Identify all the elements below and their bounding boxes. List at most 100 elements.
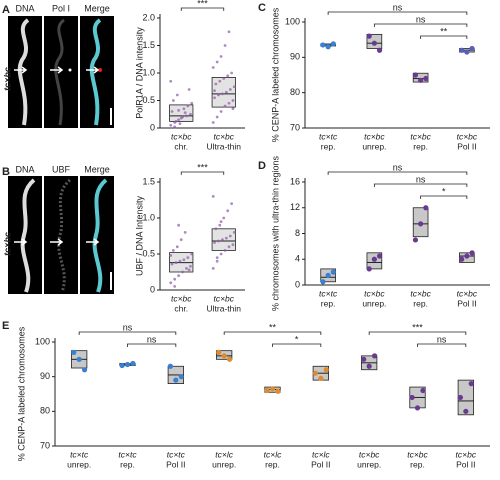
x-tick-label: rep. xyxy=(120,459,135,469)
data-point xyxy=(186,256,190,259)
x-tick-label: tc×bc xyxy=(364,288,385,298)
x-tick-label: Ultra-thin xyxy=(207,141,242,151)
data-point xyxy=(231,243,235,247)
data-point xyxy=(376,253,383,259)
x-tick-label: tc×lc xyxy=(312,449,330,459)
data-point xyxy=(213,89,216,92)
data-point xyxy=(177,274,181,277)
y-tick-label: 0.5 xyxy=(142,248,155,258)
panel-letter: C xyxy=(258,2,266,14)
data-point xyxy=(179,238,183,242)
data-point xyxy=(264,387,270,394)
y-tick-label: 0 xyxy=(295,279,300,289)
data-point xyxy=(170,110,174,113)
data-point xyxy=(226,209,230,213)
significance-label: *** xyxy=(197,0,208,8)
data-point xyxy=(230,71,234,75)
x-tick-label: tc×bc xyxy=(457,131,478,141)
specimen-label: tc×bc xyxy=(2,67,12,91)
x-tick-label: unrep. xyxy=(67,459,91,469)
x-tick-label: tc×bc xyxy=(213,131,234,141)
y-tick-label: 12 xyxy=(290,202,300,212)
y-tick-label: 70 xyxy=(290,122,300,132)
data-point xyxy=(423,75,429,82)
x-tick-label: tc×bc xyxy=(456,449,477,459)
data-point xyxy=(223,249,227,252)
arrows xyxy=(14,66,100,74)
y-tick-label: 8 xyxy=(295,228,300,238)
data-point xyxy=(318,375,324,381)
significance-label: * xyxy=(295,334,299,344)
image-label: DNA xyxy=(15,164,34,174)
data-point xyxy=(228,88,232,91)
significance-bracket xyxy=(420,195,468,199)
data-point xyxy=(371,40,377,46)
data-point xyxy=(330,269,336,275)
chromosome xyxy=(57,178,72,293)
y-axis-label: % CENP-A labeled chromosomes xyxy=(16,326,26,461)
panel-letter: E xyxy=(2,320,9,332)
box xyxy=(211,77,236,108)
y-tick-label: 0 xyxy=(150,284,155,294)
significance-label: ns xyxy=(393,2,403,12)
significance-label: *** xyxy=(412,322,423,332)
data-point xyxy=(231,99,235,102)
data-point xyxy=(182,107,186,111)
data-point xyxy=(231,107,235,111)
image-label: DNA xyxy=(15,3,34,13)
y-tick-label: 100 xyxy=(35,336,50,346)
significance-label: ns xyxy=(123,322,133,332)
x-tick-label: unrep. xyxy=(362,298,386,308)
y-tick-label: 1.5 xyxy=(142,40,155,50)
data-point xyxy=(211,121,215,124)
data-point xyxy=(366,363,372,369)
signal xyxy=(68,68,72,72)
significance-bracket xyxy=(127,343,177,347)
data-point xyxy=(218,79,222,83)
data-point xyxy=(171,249,175,252)
data-point xyxy=(167,363,174,369)
data-point xyxy=(409,394,415,401)
data-point xyxy=(219,55,223,58)
data-point xyxy=(312,370,319,376)
y-tick-label: 1.0 xyxy=(142,212,155,222)
significance-bracket xyxy=(180,171,225,175)
data-point xyxy=(457,394,464,401)
panel-letter: D xyxy=(258,160,266,172)
significance-label: ns xyxy=(437,334,447,344)
chromosome xyxy=(54,18,66,126)
data-point xyxy=(228,234,232,238)
micrographs xyxy=(8,16,114,294)
y-tick-label: 90 xyxy=(290,52,300,62)
data-point xyxy=(177,118,181,122)
data-point xyxy=(187,88,191,91)
y-tick-label: 80 xyxy=(290,87,300,97)
data-point xyxy=(183,111,187,114)
data-point xyxy=(418,221,424,227)
data-point xyxy=(179,116,183,120)
y-tick-label: 70 xyxy=(40,440,50,450)
x-tick-label: tc×bc xyxy=(407,449,428,459)
data-point xyxy=(181,270,184,274)
data-point xyxy=(226,74,230,78)
data-point xyxy=(213,96,216,100)
x-tick-label: tc×bc xyxy=(457,288,478,298)
y-tick-label: 1.5 xyxy=(142,176,155,186)
data-point xyxy=(185,267,188,270)
data-point xyxy=(190,101,194,105)
data-point xyxy=(223,44,227,47)
data-point xyxy=(171,99,175,102)
x-tick-label: tc×bc xyxy=(359,449,380,459)
x-tick-label: chr. xyxy=(174,141,188,151)
x-tick-label: tc×bc xyxy=(213,293,234,303)
x-tick-label: Pol II xyxy=(311,459,330,469)
data-point xyxy=(463,408,469,414)
data-point xyxy=(269,386,276,392)
data-point xyxy=(177,223,181,227)
x-tick-label: tc×bc xyxy=(410,288,431,298)
x-tick-label: rep. xyxy=(265,459,280,469)
data-point xyxy=(189,264,192,268)
y-axis-label: % chromosomes with ultra-thin regions xyxy=(270,155,280,311)
x-tick-label: Pol II xyxy=(457,298,476,308)
